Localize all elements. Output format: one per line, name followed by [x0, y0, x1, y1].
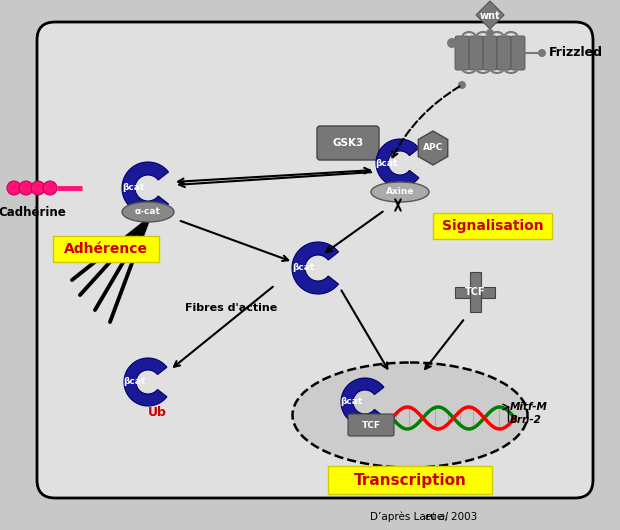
FancyBboxPatch shape [511, 36, 525, 70]
Text: βcat: βcat [293, 263, 315, 272]
Text: βcat: βcat [340, 398, 363, 407]
Polygon shape [476, 1, 504, 29]
Text: GSK3: GSK3 [332, 138, 363, 148]
Text: APC: APC [423, 144, 443, 153]
Text: Transcription: Transcription [353, 473, 466, 488]
Text: ., 2003: ., 2003 [441, 512, 477, 522]
Circle shape [43, 181, 57, 195]
Circle shape [31, 181, 45, 195]
Circle shape [486, 29, 494, 37]
Polygon shape [341, 378, 384, 426]
Circle shape [538, 49, 546, 57]
Text: βcat: βcat [376, 158, 398, 167]
Text: α-cat: α-cat [135, 208, 161, 216]
Text: Mitf-M: Mitf-M [510, 402, 548, 412]
Text: βcat: βcat [123, 183, 145, 192]
FancyBboxPatch shape [317, 126, 379, 160]
Text: D’après Larue: D’après Larue [370, 512, 446, 522]
FancyBboxPatch shape [433, 213, 552, 239]
Circle shape [7, 181, 21, 195]
Text: βcat: βcat [123, 377, 146, 386]
FancyBboxPatch shape [53, 236, 159, 262]
Circle shape [447, 38, 457, 48]
Circle shape [19, 181, 33, 195]
Polygon shape [292, 242, 339, 294]
FancyBboxPatch shape [483, 36, 497, 70]
Polygon shape [122, 162, 169, 214]
Text: Brn-2: Brn-2 [510, 415, 542, 425]
Text: Signalisation: Signalisation [441, 219, 543, 233]
Text: TCF: TCF [464, 287, 485, 297]
FancyBboxPatch shape [455, 36, 469, 70]
FancyBboxPatch shape [469, 36, 483, 70]
FancyBboxPatch shape [497, 36, 511, 70]
FancyBboxPatch shape [37, 22, 593, 498]
Circle shape [458, 81, 466, 89]
Text: Fibres d'actine: Fibres d'actine [185, 303, 277, 313]
Text: TCF: TCF [361, 420, 381, 429]
Text: Frizzled: Frizzled [549, 47, 603, 59]
Text: Axine: Axine [386, 188, 414, 197]
Ellipse shape [371, 182, 429, 202]
Bar [470, 272, 481, 312]
Text: Adhérence: Adhérence [64, 242, 148, 256]
Polygon shape [124, 358, 167, 406]
Ellipse shape [122, 202, 174, 222]
Text: Cadhérine: Cadhérine [0, 207, 66, 219]
Text: Ub: Ub [148, 405, 166, 419]
Polygon shape [376, 139, 419, 187]
Text: et al: et al [425, 512, 448, 522]
Bar [455, 287, 495, 298]
Text: wnt: wnt [480, 11, 500, 21]
FancyBboxPatch shape [328, 466, 492, 494]
Ellipse shape [293, 363, 528, 467]
Polygon shape [418, 131, 448, 165]
FancyBboxPatch shape [348, 414, 394, 436]
